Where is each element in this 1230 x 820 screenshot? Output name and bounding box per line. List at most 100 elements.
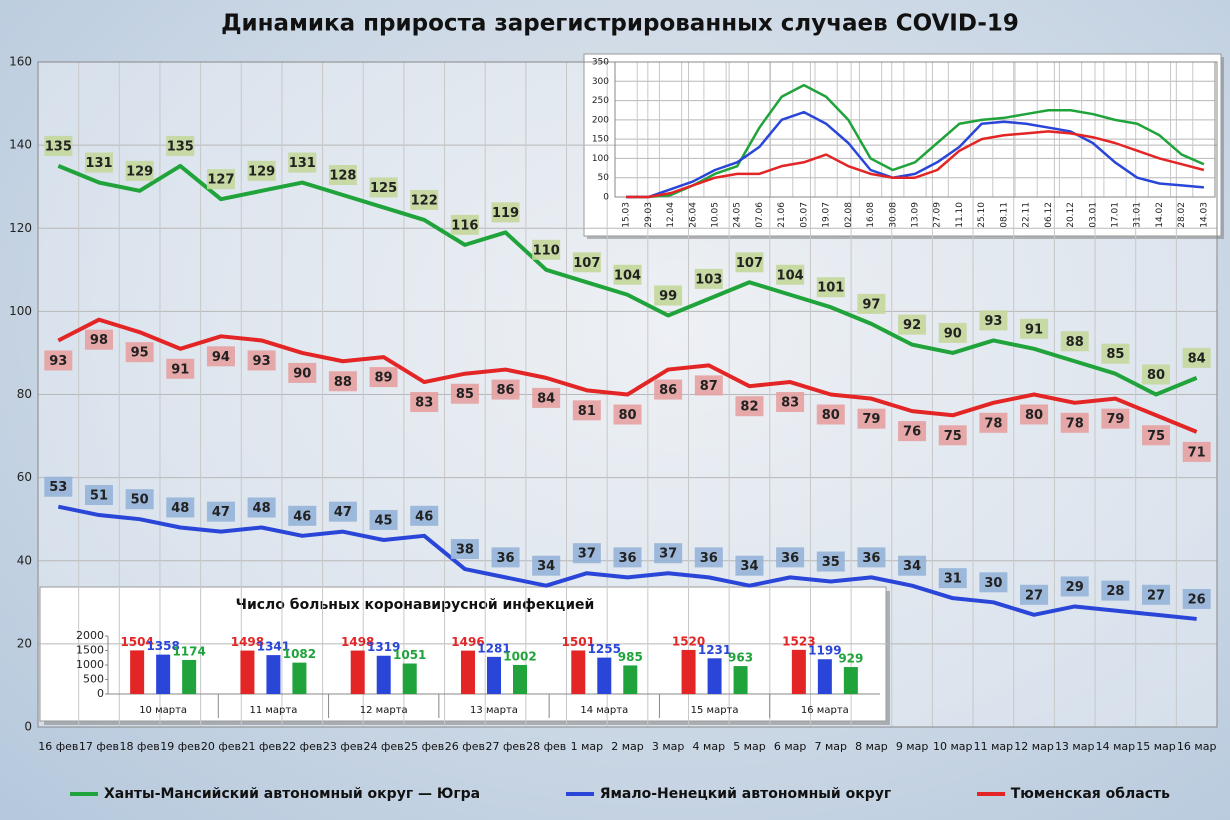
data-label: 107: [736, 256, 763, 271]
x-tick-label: 28 фев: [526, 740, 566, 753]
data-label-box: [491, 379, 520, 400]
data-label-box: [1101, 580, 1130, 601]
data-label-box: [1020, 404, 1049, 425]
data-label: 1504: [120, 635, 153, 649]
x-tick-label: 25 фев: [404, 740, 444, 753]
x-tick-label: 11 марта: [249, 705, 297, 716]
bar: [791, 649, 806, 694]
data-label: 128: [329, 169, 356, 184]
x-tick-label: 14 марта: [580, 705, 628, 716]
data-label-box: [938, 322, 967, 343]
data-label: 1082: [283, 647, 316, 661]
data-label: 36: [700, 551, 718, 566]
data-label-box: [532, 239, 561, 260]
data-label-box: [410, 189, 439, 210]
data-label: 1231: [698, 643, 731, 657]
data-label-box: [328, 165, 357, 185]
bar: [376, 655, 391, 694]
x-tick-label: 12 мар: [1014, 740, 1054, 753]
x-tick-label: 19 фев: [160, 740, 200, 753]
data-label: 97: [862, 297, 880, 312]
plot-border: [614, 61, 1216, 198]
data-label-box: [206, 169, 235, 190]
x-tick-label: 15 мар: [1136, 740, 1176, 753]
data-label: 92: [903, 318, 921, 333]
data-label: 48: [171, 501, 189, 516]
x-tick-label: 24 фев: [363, 740, 403, 753]
data-label: 36: [618, 551, 636, 566]
data-label-box: [1142, 364, 1171, 385]
data-label-box: [369, 177, 398, 198]
data-label: 83: [781, 396, 799, 411]
data-label: 36: [862, 551, 880, 566]
data-label: 79: [1106, 412, 1124, 427]
data-label: 125: [370, 181, 397, 196]
y-tick-label: 160: [9, 55, 32, 69]
data-label: 93: [984, 314, 1002, 329]
bar: [597, 657, 612, 694]
data-label-box: [979, 310, 1008, 331]
data-label-box: [125, 342, 154, 363]
bar: [733, 666, 748, 694]
data-label-box: [44, 135, 73, 156]
x-tick-label: 07.06: [755, 202, 765, 228]
data-label: 90: [944, 326, 962, 341]
y-tick-label: 40: [17, 553, 32, 567]
data-label-box: [694, 375, 723, 396]
data-label-box: [1182, 347, 1211, 368]
data-label: 80: [822, 408, 840, 423]
data-label-box: [735, 555, 764, 576]
y-tick-label: 100: [9, 304, 32, 318]
data-label-box: [1020, 318, 1049, 339]
y-tick-label: 80: [17, 387, 32, 401]
bar: [266, 655, 281, 694]
data-label-box: [288, 152, 317, 173]
data-label: 34: [537, 559, 555, 574]
legend-swatch: [565, 792, 594, 796]
data-label: 135: [167, 139, 194, 154]
x-tick-label: 16 марта: [801, 705, 849, 716]
data-label-box: [206, 346, 235, 367]
bar: [130, 650, 145, 694]
data-label: 122: [411, 193, 438, 208]
x-tick-label: 27.09: [933, 202, 943, 228]
legend-swatch: [976, 792, 1005, 796]
x-tick-label: 19.07: [822, 202, 832, 228]
x-tick-label: 11.10: [955, 202, 965, 228]
data-label: 129: [126, 164, 153, 179]
x-tick-label: 13 марта: [470, 705, 518, 716]
x-tick-label: 06.12: [1044, 202, 1054, 228]
data-label: 87: [700, 379, 718, 394]
data-label: 47: [212, 505, 230, 520]
data-label: 35: [822, 555, 840, 570]
bar: [817, 659, 832, 694]
x-tick-label: 11 мар: [974, 740, 1014, 753]
data-label-box: [613, 404, 642, 425]
bar: [681, 649, 696, 694]
x-tick-label: 16.08: [866, 202, 876, 228]
data-label: 34: [903, 559, 921, 574]
data-label: 48: [253, 501, 271, 516]
y-tick-label: 0: [97, 687, 104, 700]
data-label-box: [776, 392, 805, 413]
data-label: 104: [777, 268, 804, 283]
data-label-box: [491, 547, 520, 568]
x-tick-label: 17.01: [1111, 202, 1121, 228]
x-tick-label: 6 мар: [774, 740, 807, 753]
data-label-box: [84, 152, 113, 173]
data-label-box: [572, 252, 601, 273]
data-label: 1281: [477, 641, 510, 655]
data-label: 28: [1106, 584, 1124, 599]
data-label-box: [979, 412, 1008, 433]
data-label-box: [613, 264, 642, 285]
x-tick-label: 4 мар: [693, 740, 726, 753]
data-label: 37: [578, 547, 596, 562]
data-label: 985: [618, 650, 643, 664]
y-tick-label: 300: [592, 77, 609, 87]
data-label-box: [532, 387, 561, 408]
data-label: 135: [45, 139, 72, 154]
legend-item: Ханты-Мансийский автономный округ — Югра: [70, 786, 480, 802]
chart-title: Динамика прироста зарегистрированных слу…: [221, 11, 1019, 37]
x-tick-label: 24.05: [733, 202, 743, 228]
